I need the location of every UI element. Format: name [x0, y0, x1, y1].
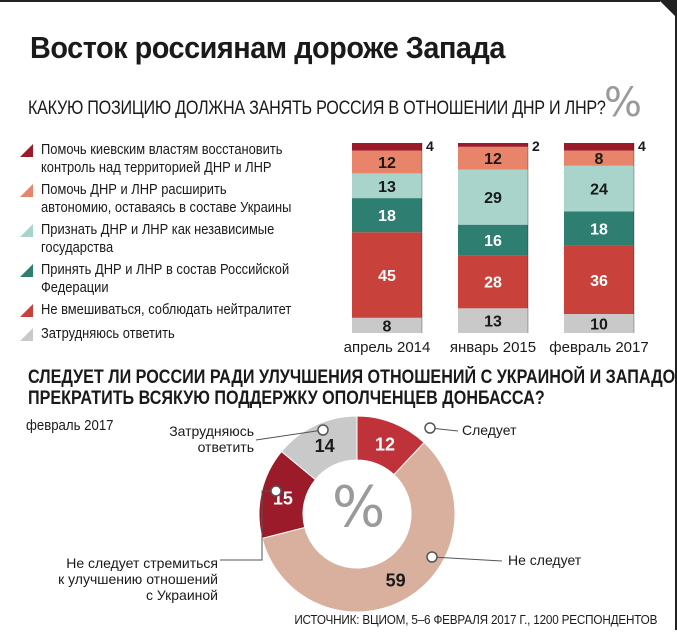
- bar-segment: [352, 143, 422, 151]
- bar-segment: [564, 245, 634, 314]
- legend-label: Принять ДНР и ЛНР в состав Российской Фе…: [41, 261, 290, 296]
- donut-slice-value: 59: [386, 570, 406, 590]
- bar-segment: [352, 232, 422, 318]
- percent-sign-donut: %: [332, 475, 386, 540]
- bar-category-label: февраль 2017: [549, 339, 648, 356]
- bar-segment-value: 4: [426, 138, 434, 154]
- bar-segment: [458, 224, 528, 256]
- bar-segment-value: 10: [590, 317, 608, 334]
- callout-label: ответить: [198, 439, 254, 455]
- headline: Восток россиянам дороже Запада: [30, 30, 505, 65]
- bar-segment-value: 8: [595, 151, 604, 168]
- callout-marker: [424, 422, 436, 434]
- donut-slice-value: 12: [375, 434, 395, 454]
- bar-segment: [564, 314, 634, 333]
- bar-segment-value: 2: [532, 138, 540, 154]
- bar-segment-value: 45: [378, 268, 396, 285]
- question-2-line-1: СЛЕДУЕТ ЛИ РОССИИ РАДИ УЛУЧШЕНИЯ ОТНОШЕН…: [28, 367, 677, 388]
- callout-label: Не следует: [508, 552, 582, 568]
- bar-segment-value: 13: [484, 314, 502, 331]
- bar-segment: [352, 198, 422, 233]
- donut-slice: [261, 441, 456, 613]
- legend-item: Затрудняюсь ответить: [20, 325, 341, 343]
- legend-label: Признать ДНР и ЛНР как независимые госуд…: [41, 221, 275, 256]
- legend-item: Принять ДНР и ЛНР в состав Российской Фе…: [20, 261, 341, 297]
- bar-segment-value: 12: [484, 151, 502, 168]
- bar-segment: [458, 308, 528, 333]
- callout-label: Следует: [462, 422, 517, 438]
- bar-segment: [564, 143, 634, 151]
- percent-sign-bars: %: [604, 80, 643, 126]
- donut-slice: [280, 415, 358, 481]
- bar-segment-value: 8: [383, 318, 392, 335]
- callout-marker: [270, 485, 282, 497]
- bar-segment: [564, 150, 634, 166]
- bar-segment-value: 18: [378, 208, 396, 225]
- bar-segment-value: 29: [484, 190, 502, 207]
- callout-line: [255, 429, 324, 441]
- bar-segment: [458, 255, 528, 309]
- bar-segment: [458, 169, 528, 225]
- callout-label: Не следует стремиться: [66, 555, 218, 571]
- bar-segment: [564, 211, 634, 246]
- bar-segment-value: 24: [590, 182, 608, 199]
- bar-segment: [352, 150, 422, 174]
- callout-label: к улучшению отношений: [58, 571, 218, 587]
- callout-label: с Украиной: [146, 587, 218, 603]
- legend-label: Помочь киевским властям восстановить кон…: [41, 141, 283, 176]
- bar-category-label: январь 2015: [450, 339, 536, 356]
- callout-line: [431, 556, 503, 562]
- question-1-title: КАКУЮ ПОЗИЦИЮ ДОЛЖНА ЗАНЯТЬ РОССИЯ В ОТН…: [28, 98, 606, 119]
- bar-category-label: апрель 2014: [344, 339, 431, 356]
- source-note: ИСТОЧНИК: ВЦИОМ, 5–6 ФЕВРАЛЯ 2017 Г., 12…: [294, 612, 657, 627]
- bar-segment-value: 13: [378, 179, 396, 196]
- frame-corner: [659, 0, 677, 18]
- bar-segment: [352, 173, 422, 199]
- legend-item: Помочь киевским властям восстановить кон…: [20, 141, 341, 177]
- bar-segment-value: 36: [590, 273, 608, 290]
- bar-segment: [352, 317, 422, 333]
- callout-marker: [426, 551, 438, 563]
- legend-label: Не вмешиваться, соблюдать нейтралитет: [41, 301, 292, 318]
- donut-slice-value: 14: [315, 436, 335, 456]
- bar-segment: [458, 146, 528, 170]
- bar-segment-value: 16: [484, 233, 502, 250]
- bar-segment: [458, 143, 528, 147]
- legend-item: Помочь ДНР и ЛНР расширить автономию, ос…: [20, 181, 341, 217]
- callout-label: Затрудняюсь: [169, 423, 254, 439]
- legend-item: Признать ДНР и ЛНР как независимые госуд…: [20, 221, 341, 257]
- question-2-title: СЛЕДУЕТ ЛИ РОССИИ РАДИ УЛУЧШЕНИЯ ОТНОШЕН…: [28, 367, 677, 409]
- bar-segment: [564, 165, 634, 212]
- legend-item: Не вмешиваться, соблюдать нейтралитет: [20, 301, 341, 319]
- legend-label: Затрудняюсь ответить: [41, 325, 175, 342]
- stacked-bar-chart: 8 45 18 13 12 4 апрель 2014 13 28 16 29 12 2 январь 2…: [344, 138, 649, 356]
- bar-segment-value: 12: [378, 155, 396, 172]
- legend-label: Помочь ДНР и ЛНР расширить автономию, ос…: [41, 181, 292, 216]
- frame-top-rule: [0, 0, 660, 2]
- bar-segment-value: 4: [638, 138, 646, 154]
- bar-segment-value: 18: [590, 222, 608, 239]
- bar-segment-value: 28: [484, 275, 502, 292]
- donut-date-label: февраль 2017: [26, 417, 114, 434]
- frame-right-rule: [675, 0, 677, 630]
- callout-marker: [317, 424, 329, 436]
- question-2-line-2: ПРЕКРАТИТЬ ВСЯКУЮ ПОДДЕРЖКУ ОПОЛЧЕНЦЕВ Д…: [28, 388, 545, 409]
- callout-line: [220, 490, 276, 561]
